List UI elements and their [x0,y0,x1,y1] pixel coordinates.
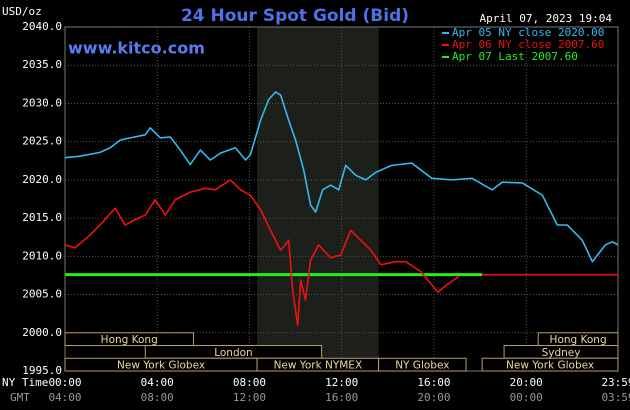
y-tick-label: 2030.0 [22,96,62,109]
legend-label: Apr 07 Last 2007.60 [452,50,578,63]
session-label: New York Globex [117,360,205,372]
session-label: Hong Kong [550,334,607,346]
session-label: Sydney [542,347,581,359]
session-box [378,357,467,372]
y-axis-label: USD/oz [2,5,42,18]
y-tick-label: 2000.0 [22,326,62,339]
x2-tick-label: 16:00 [325,391,358,404]
series-line [64,91,619,263]
y-tick-label: 1995.0 [22,364,62,377]
timestamp: April 07, 2023 19:04 [480,12,613,25]
x-tick-label: 12:00 [325,376,358,389]
session-label: NY Globex [395,360,449,372]
y-tick-label: 2025.0 [22,135,62,148]
legend-label: Apr 06 NY close 2007.60 [452,38,604,51]
series-line [64,179,618,326]
x2-tick-label: 08:00 [141,391,174,404]
x2-tick-label: 20:00 [417,391,450,404]
x-tick-label: 08:00 [233,376,266,389]
session-label: London [214,347,253,359]
session-label: Hong Kong [101,334,158,346]
y-tick-label: 2005.0 [22,288,62,301]
session-label: New York NYMEX [274,360,363,372]
x2-tick-label: 00:00 [510,391,543,404]
x2-tick-label: 04:00 [48,391,81,404]
session-box [481,357,619,372]
x-tick-label: 20:00 [510,376,543,389]
y-tick-label: 2015.0 [22,211,62,224]
watermark: www.kitco.com [68,39,205,58]
session-box [64,332,194,347]
x2-tick-label: 03:59 [601,391,630,404]
x2-axis-label: GMT [10,391,30,404]
y-tick-label: 2010.0 [22,249,62,262]
x-tick-label: 00:00 [48,376,81,389]
legend-label: Apr 05 NY close 2020.00 [452,26,604,39]
x-tick-label: 04:00 [141,376,174,389]
x-tick-label: 23:59 [601,376,630,389]
x-axis-label: NY Time [2,376,48,389]
highlight-band [257,27,379,371]
session-label: New York Globex [506,360,594,372]
x-tick-label: 16:00 [417,376,450,389]
chart-title: 24 Hour Spot Gold (Bid) [181,6,409,26]
y-tick-label: 2020.0 [22,173,62,186]
y-tick-label: 2035.0 [22,58,62,71]
y-tick-label: 2040.0 [22,20,62,33]
x2-tick-label: 12:00 [233,391,266,404]
